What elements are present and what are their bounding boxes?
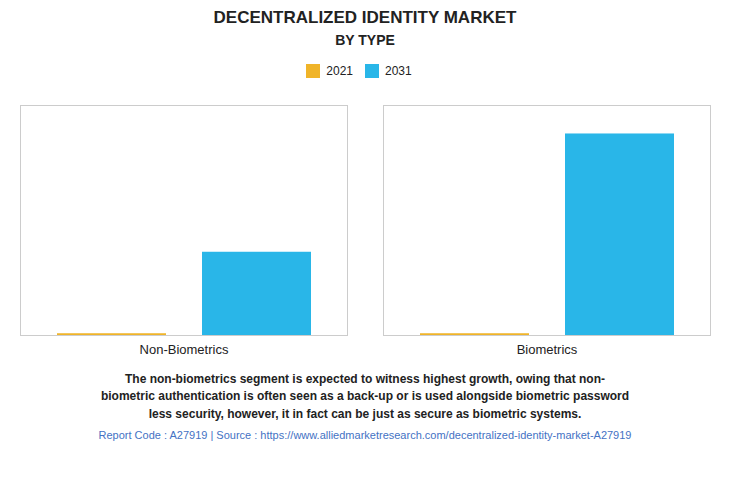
html-text:DECENTRALIZED IDENTITY MARKET: DECENTRALIZED IDENTITY MARKET — [213, 8, 517, 27]
html-text:biometric authentication is of: biometric authentication is often seen a… — [100, 389, 630, 404]
html-text:BY TYPE: BY TYPE — [335, 32, 395, 48]
html-text:less security, however, it in: less security, however, it in fact can b… — [148, 406, 582, 421]
html-text:The non-biometrics segment is: The non-biometrics segment is expected t… — [125, 372, 605, 386]
svg-text:Non-Biometrics: Non-Biometrics — [140, 342, 229, 357]
html-text:2031: 2031 — [385, 63, 412, 78]
svg-text:Biometrics: Biometrics — [517, 342, 578, 357]
html-text:2021: 2021 — [326, 63, 353, 78]
html-text:Report Code : A27919 | Source: Report Code : A27919 | Source : https://… — [98, 429, 632, 442]
